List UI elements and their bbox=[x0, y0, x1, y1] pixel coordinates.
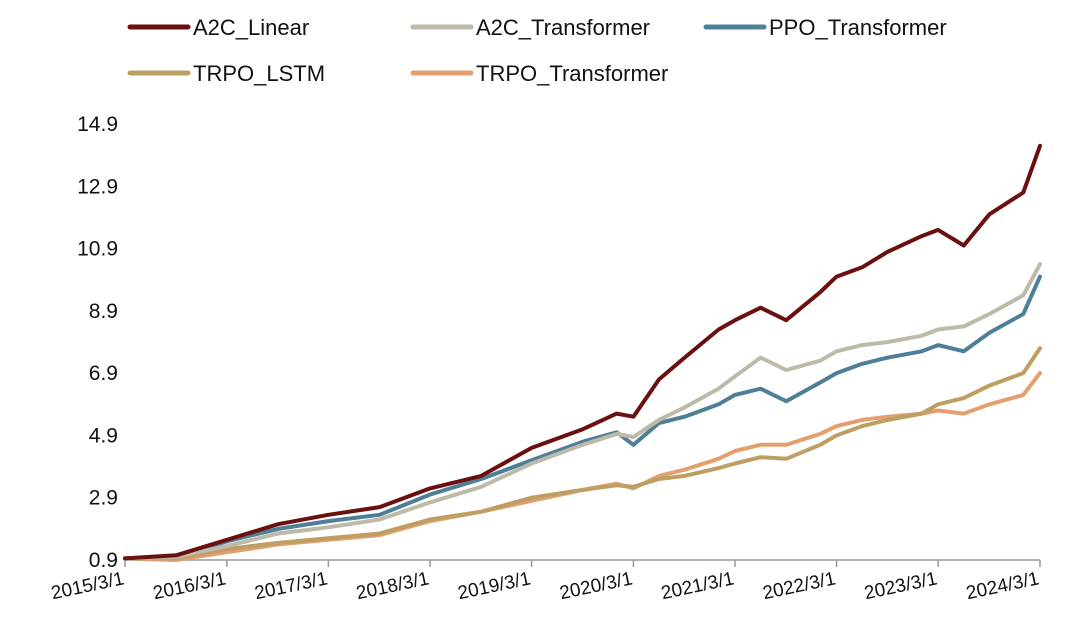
y-tick-label: 10.9 bbox=[77, 238, 118, 261]
plot-area bbox=[123, 143, 1042, 562]
legend-item: PPO_Transformer bbox=[703, 15, 947, 40]
x-tick-label: 2019/3/1 bbox=[456, 568, 533, 604]
x-tick-label: 2022/3/1 bbox=[761, 568, 838, 604]
series-line-trpo-lstm bbox=[123, 346, 1042, 561]
legend-label: A2C_Linear bbox=[193, 15, 309, 40]
y-tick-label: 8.9 bbox=[89, 300, 118, 323]
legend-label: PPO_Transformer bbox=[769, 15, 947, 40]
y-tick-label: 4.9 bbox=[89, 424, 118, 447]
x-tick-label: 2024/3/1 bbox=[964, 568, 1041, 604]
series-line-ppo-transformer bbox=[123, 274, 1042, 561]
legend-item: TRPO_Transformer bbox=[410, 61, 668, 86]
x-tick-label: 2017/3/1 bbox=[253, 568, 330, 604]
series-line-a2c-linear bbox=[123, 143, 1042, 561]
x-tick-label: 2018/3/1 bbox=[354, 568, 431, 604]
legend: A2C_Linear A2C_Transformer PPO_Transformer… bbox=[127, 15, 947, 86]
y-tick-label: 12.9 bbox=[77, 175, 118, 198]
legend-item: TRPO_LSTM bbox=[127, 61, 325, 86]
legend-label: A2C_Transformer bbox=[476, 15, 650, 40]
legend-label: TRPO_LSTM bbox=[193, 61, 325, 86]
x-tick-label: 2021/3/1 bbox=[659, 568, 736, 604]
y-tick-label: 2.9 bbox=[89, 487, 118, 510]
y-tick-label: 14.9 bbox=[77, 113, 118, 136]
legend-label: TRPO_Transformer bbox=[476, 61, 668, 86]
y-tick-label: 0.9 bbox=[89, 549, 118, 572]
y-tick-label: 6.9 bbox=[89, 362, 118, 385]
legend-item: A2C_Transformer bbox=[410, 15, 650, 40]
legend-item: A2C_Linear bbox=[127, 15, 309, 40]
x-tick-label: 2023/3/1 bbox=[862, 568, 939, 604]
x-tick-label: 2015/3/1 bbox=[49, 568, 126, 604]
x-tick-label: 2016/3/1 bbox=[151, 568, 228, 604]
series-line-a2c-transformer bbox=[123, 262, 1042, 561]
x-tick-label: 2020/3/1 bbox=[558, 568, 635, 604]
